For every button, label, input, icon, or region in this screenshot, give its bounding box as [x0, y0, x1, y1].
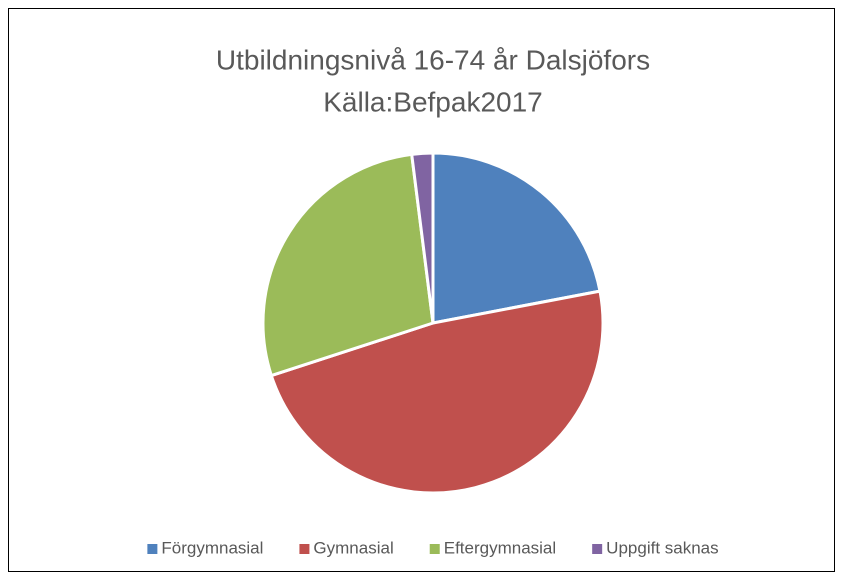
- legend-swatch: [299, 544, 310, 554]
- legend-label: Gymnasial: [313, 538, 393, 557]
- pie-slice: [269, 289, 605, 495]
- legend-swatch: [429, 544, 440, 554]
- chart-title: Utbildningsnivå 16-74 år Dalsjöfors: [216, 44, 650, 75]
- legend-label: Uppgift saknas: [606, 538, 718, 557]
- pie: [261, 151, 605, 495]
- legend: Förgymnasial Gymnasial Eftergymnasial Uppgi…: [147, 538, 719, 557]
- pie-slice: [431, 151, 602, 325]
- legend-label: Förgymnasial: [161, 538, 263, 557]
- pie-slice: [261, 152, 435, 378]
- chart-subtitle: Källa:Befpak2017: [323, 86, 543, 117]
- legend-label: Eftergymnasial: [444, 538, 556, 557]
- legend-swatch: [147, 544, 158, 554]
- pie-slice: [410, 151, 435, 325]
- legend-swatch: [592, 544, 603, 554]
